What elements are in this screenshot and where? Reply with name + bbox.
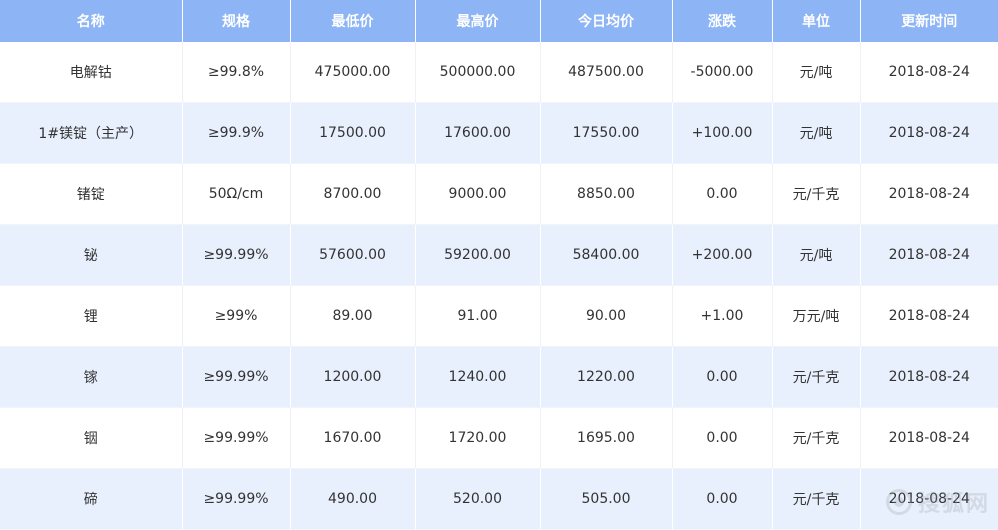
cell-unit: 万元/吨 [772,285,861,347]
column-header-low-price: 最低价 [290,0,416,42]
column-header-avg-price: 今日均价 [540,0,673,42]
cell-low-price: 475000.00 [290,42,416,103]
cell-name: 锂 [0,285,183,347]
cell-unit: 元/千克 [772,346,861,408]
cell-low-price: 57600.00 [290,224,416,286]
cell-change: 0.00 [672,407,773,469]
table-row: 1#镁锭（主产） ≥99.9% 17500.00 17600.00 17550.00 +1… [0,102,998,164]
cell-high-price: 1720.00 [415,407,541,469]
cell-name: 镓 [0,346,183,408]
cell-update-time: 2018-08-24 [860,224,998,286]
table-row: 铋 ≥99.99% 57600.00 59200.00 58400.00 +200.00 元… [0,224,998,286]
cell-change: +200.00 [672,224,773,286]
table-row: 碲 ≥99.99% 490.00 520.00 505.00 0.00 元/千克 2018-0… [0,468,998,530]
cell-avg-price: 1220.00 [540,346,673,408]
cell-name: 碲 [0,468,183,530]
cell-update-time: 2018-08-24 [860,163,998,225]
cell-name: 电解钴 [0,42,183,103]
cell-avg-price: 17550.00 [540,102,673,164]
cell-spec: ≥99.99% [182,346,291,408]
cell-high-price: 91.00 [415,285,541,347]
cell-change: 0.00 [672,468,773,530]
table-row: 电解钴 ≥99.8% 475000.00 500000.00 487500.00 -500… [0,42,998,103]
cell-update-time: 2018-08-24 [860,42,998,103]
cell-unit: 元/吨 [772,224,861,286]
cell-low-price: 1200.00 [290,346,416,408]
table-row: 铟 ≥99.99% 1670.00 1720.00 1695.00 0.00 元/千克 201… [0,407,998,469]
table-row: 锂 ≥99% 89.00 91.00 90.00 +1.00 万元/吨 2018-08-24 [0,285,998,347]
cell-spec: ≥99.99% [182,224,291,286]
cell-avg-price: 505.00 [540,468,673,530]
cell-spec: ≥99.9% [182,102,291,164]
cell-spec: 50Ω/cm [182,163,291,225]
cell-unit: 元/千克 [772,468,861,530]
cell-avg-price: 58400.00 [540,224,673,286]
cell-name: 铋 [0,224,183,286]
cell-high-price: 500000.00 [415,42,541,103]
table-header-row: 名称 规格 最低价 最高价 今日均价 涨跌 单位 更新时间 [0,0,998,42]
column-header-update-time: 更新时间 [860,0,998,42]
table-row: 锗锭 50Ω/cm 8700.00 9000.00 8850.00 0.00 元/千克 201… [0,163,998,225]
cell-name: 铟 [0,407,183,469]
cell-low-price: 8700.00 [290,163,416,225]
cell-high-price: 59200.00 [415,224,541,286]
cell-low-price: 1670.00 [290,407,416,469]
column-header-unit: 单位 [772,0,861,42]
cell-low-price: 89.00 [290,285,416,347]
cell-change: +100.00 [672,102,773,164]
cell-spec: ≥99.99% [182,468,291,530]
cell-low-price: 17500.00 [290,102,416,164]
cell-name: 锗锭 [0,163,183,225]
cell-change: 0.00 [672,163,773,225]
cell-update-time: 2018-08-24 [860,285,998,347]
column-header-name: 名称 [0,0,183,42]
cell-unit: 元/吨 [772,102,861,164]
cell-avg-price: 90.00 [540,285,673,347]
cell-spec: ≥99.8% [182,42,291,103]
cell-high-price: 520.00 [415,468,541,530]
cell-unit: 元/千克 [772,407,861,469]
cell-avg-price: 1695.00 [540,407,673,469]
cell-unit: 元/千克 [772,163,861,225]
cell-update-time: 2018-08-24 [860,407,998,469]
cell-change: -5000.00 [672,42,773,103]
table-row: 镓 ≥99.99% 1200.00 1240.00 1220.00 0.00 元/千克 201… [0,346,998,408]
cell-unit: 元/吨 [772,42,861,103]
table-body: 电解钴 ≥99.8% 475000.00 500000.00 487500.00 -500… [0,42,998,530]
column-header-spec: 规格 [182,0,291,42]
cell-change: +1.00 [672,285,773,347]
cell-avg-price: 487500.00 [540,42,673,103]
cell-update-time: 2018-08-24 [860,346,998,408]
column-header-change: 涨跌 [672,0,773,42]
cell-high-price: 9000.00 [415,163,541,225]
cell-low-price: 490.00 [290,468,416,530]
cell-spec: ≥99% [182,285,291,347]
cell-update-time: 2018-08-24 [860,468,998,530]
cell-avg-price: 8850.00 [540,163,673,225]
column-header-high-price: 最高价 [415,0,541,42]
cell-change: 0.00 [672,346,773,408]
cell-high-price: 17600.00 [415,102,541,164]
cell-update-time: 2018-08-24 [860,102,998,164]
cell-spec: ≥99.99% [182,407,291,469]
cell-high-price: 1240.00 [415,346,541,408]
cell-name: 1#镁锭（主产） [0,102,183,164]
